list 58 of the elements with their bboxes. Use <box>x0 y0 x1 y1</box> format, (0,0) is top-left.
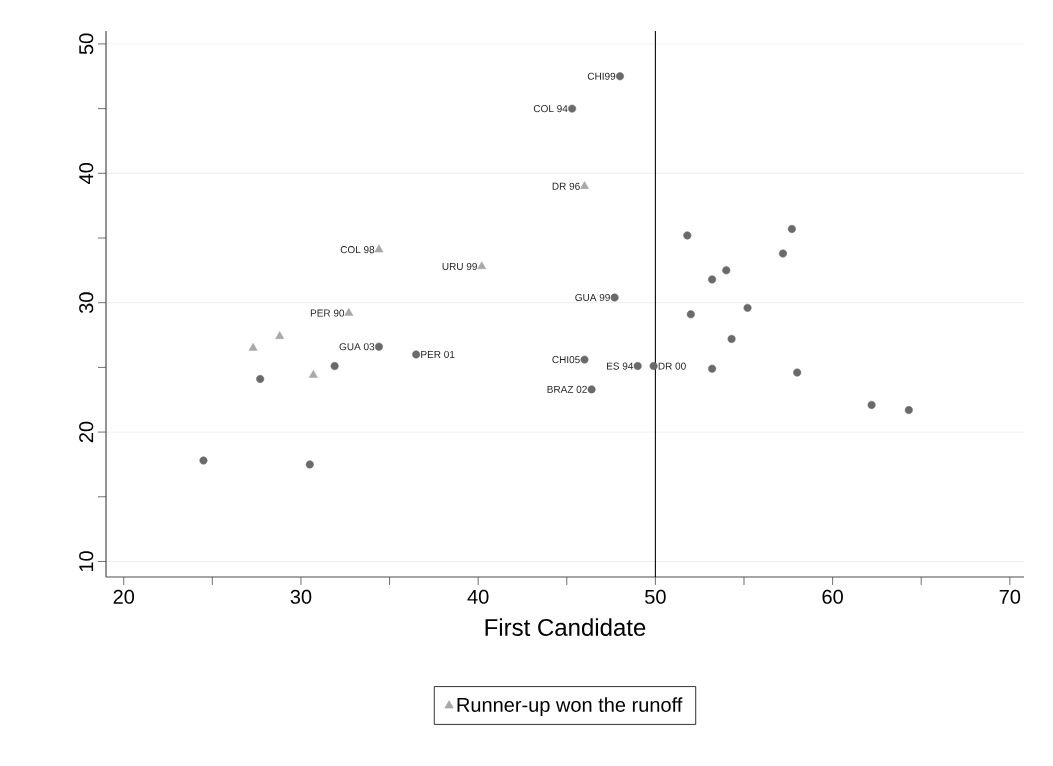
annotation: PER 01 <box>421 350 455 358</box>
point <box>615 72 624 81</box>
annotation: DR 00 <box>658 362 686 370</box>
point <box>633 362 642 371</box>
point <box>256 375 265 384</box>
point <box>412 350 421 359</box>
point <box>793 368 802 377</box>
point <box>587 385 596 394</box>
annotation: URU 99 <box>442 262 477 271</box>
x-tick-label: 30 <box>290 589 312 604</box>
annotation: BRAZ 02 <box>547 385 587 393</box>
y-tick-label: 20 <box>79 421 94 443</box>
point <box>344 307 354 316</box>
x-tick-label: 20 <box>113 589 135 604</box>
annotation: COL 98 <box>340 246 375 254</box>
point <box>904 406 913 415</box>
point <box>308 370 318 378</box>
point <box>374 342 383 351</box>
point <box>787 224 796 233</box>
point <box>199 456 208 465</box>
annotation: COL 94 <box>533 105 568 113</box>
point <box>683 231 692 240</box>
x-tick-label: 40 <box>467 589 489 604</box>
point <box>743 303 752 312</box>
point <box>374 244 384 253</box>
point <box>275 331 285 339</box>
point <box>580 181 589 189</box>
annotation: ES 94 <box>606 362 634 370</box>
point <box>686 310 695 319</box>
point <box>867 400 876 409</box>
y-tick-label: 50 <box>79 33 94 55</box>
annotation: DR 96 <box>552 182 580 190</box>
point <box>568 104 577 113</box>
legend-label: Runner-up won the runoff <box>457 697 683 716</box>
point <box>722 266 731 275</box>
point <box>330 362 339 371</box>
x-tick-label: 50 <box>645 589 666 604</box>
y-tick-label: 30 <box>79 292 94 314</box>
annotation: CHI05 <box>552 356 580 364</box>
point <box>778 249 787 258</box>
x-tick-label: 70 <box>999 589 1021 604</box>
point <box>708 275 717 284</box>
annotation: CHI99 <box>587 72 616 80</box>
point <box>610 293 619 302</box>
y-tick-label: 40 <box>79 162 94 184</box>
point <box>727 334 736 343</box>
annotation: PER 90 <box>310 309 345 317</box>
point <box>649 362 658 371</box>
point <box>477 261 487 270</box>
y-tick-label: 10 <box>79 551 94 572</box>
x-tick-label: 60 <box>822 589 843 604</box>
point <box>248 342 258 351</box>
x-axis-title: First Candidate <box>485 618 646 636</box>
annotation: GUA 03 <box>339 343 375 351</box>
point <box>580 355 589 364</box>
point <box>708 364 717 373</box>
annotation: GUA 99 <box>575 293 610 302</box>
point <box>305 460 314 469</box>
